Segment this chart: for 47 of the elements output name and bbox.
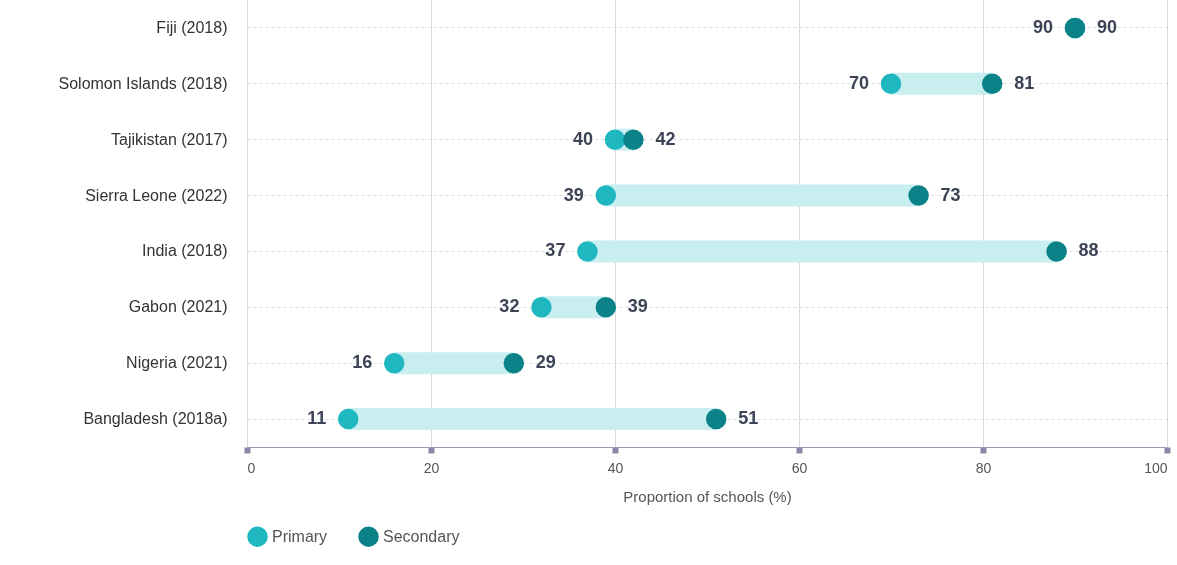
y-tick-label: Bangladesh (2018a): [83, 410, 228, 428]
data-label: 42: [655, 128, 676, 149]
point: [531, 297, 552, 318]
x-tick-label: 100: [1144, 459, 1168, 476]
y-tick-label: Gabon (2021): [128, 298, 228, 316]
data-label: 16: [352, 352, 373, 373]
x-tick-label: 20: [423, 459, 440, 476]
y-tick-label: Tajikistan (2017): [111, 130, 228, 148]
x-tick-label: 0: [247, 459, 256, 476]
data-label: 39: [627, 296, 648, 317]
data-label: 51: [738, 408, 759, 429]
data-label: 73: [940, 184, 961, 205]
data-label: 29: [535, 352, 556, 373]
y-tick-label: Nigeria (2021): [126, 354, 228, 372]
data-label: 37: [545, 240, 566, 261]
point: [604, 129, 626, 150]
point: [577, 241, 598, 262]
point: [623, 129, 644, 150]
data-label: 11: [307, 408, 327, 429]
y-tick-label: Sierra Leone (2022): [85, 186, 228, 204]
x-tick-label: 80: [975, 459, 992, 476]
legend-label: Secondary: [383, 527, 460, 545]
legend-label: Primary: [272, 527, 328, 545]
y-tick-label: India (2018): [142, 242, 228, 260]
point: [383, 352, 405, 374]
point: [503, 352, 525, 374]
point: [595, 297, 617, 318]
point: [1046, 241, 1067, 262]
x-axis-title: Proportion of schools (%): [623, 487, 792, 505]
y-tick-label: Solomon Islands (2018): [58, 74, 228, 92]
x-tick-label: 60: [791, 459, 808, 476]
data-label: 88: [1078, 240, 1099, 261]
point: [337, 408, 359, 430]
point: [981, 73, 1003, 95]
point: [705, 408, 727, 430]
data-label: 90: [1097, 16, 1118, 37]
point: [595, 185, 617, 206]
y-tick-label: Fiji (2018): [156, 18, 228, 36]
x-tick-label: 40: [607, 459, 624, 476]
data-label: 32: [499, 296, 520, 317]
point: [880, 73, 902, 95]
data-label: 81: [1014, 72, 1035, 93]
data-label: 90: [1032, 16, 1053, 37]
data-label: 70: [848, 72, 869, 93]
point: [908, 185, 929, 206]
data-label: 39: [563, 184, 584, 205]
data-label: 40: [572, 128, 593, 149]
